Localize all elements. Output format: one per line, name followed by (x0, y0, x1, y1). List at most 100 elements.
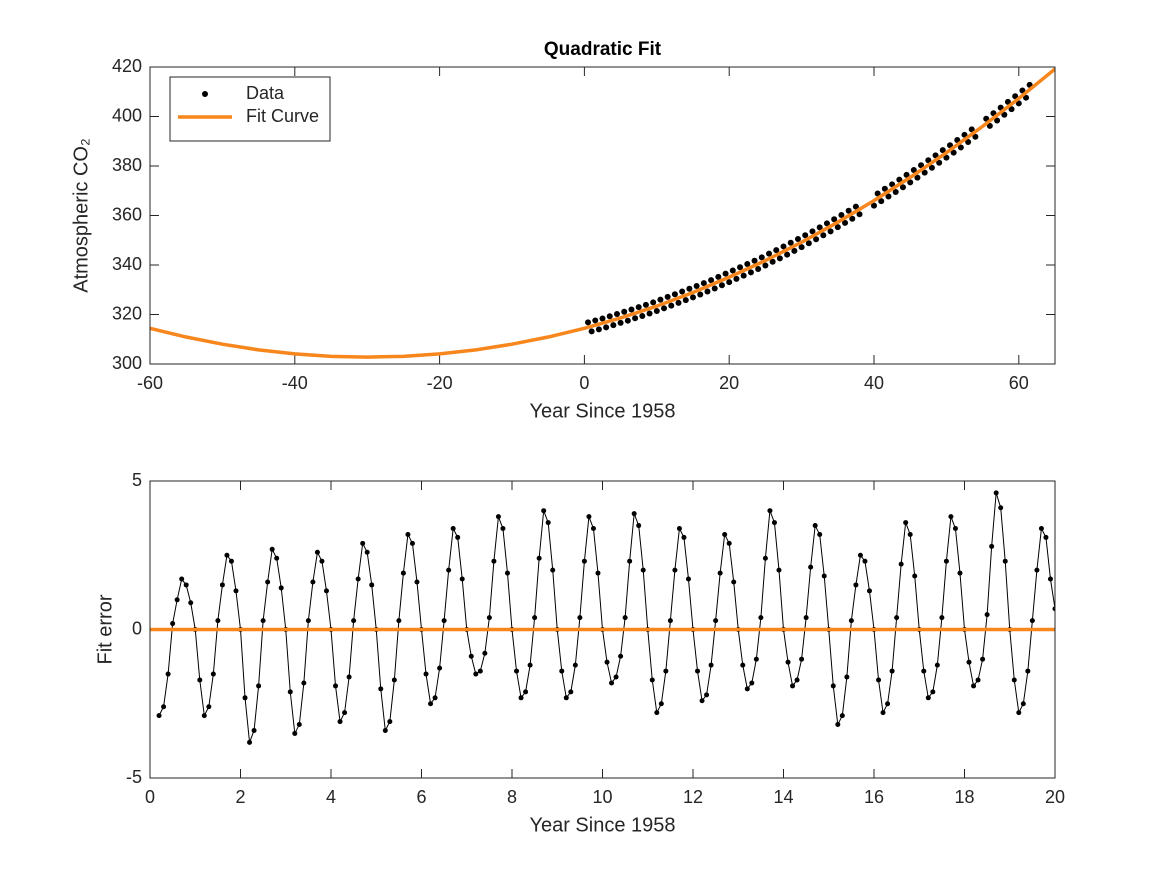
data-point (827, 228, 834, 235)
y-tick-label: 320 (112, 303, 142, 323)
data-point (885, 193, 892, 200)
data-point (260, 618, 266, 624)
data-point (903, 520, 909, 526)
data-point (934, 662, 940, 668)
data-point (650, 299, 657, 306)
data-point (455, 534, 461, 540)
data-point (432, 695, 438, 701)
data-point (491, 558, 497, 564)
data-point (679, 288, 686, 295)
y-tick-label: 360 (112, 204, 142, 224)
data-point (776, 255, 783, 262)
data-point (907, 179, 914, 186)
data-point (681, 534, 687, 540)
data-point (957, 144, 964, 151)
data-point (622, 615, 628, 621)
data-point (219, 582, 225, 588)
series-line (150, 67, 1055, 359)
data-point (767, 508, 773, 514)
data-point (803, 615, 809, 621)
data-point (668, 302, 675, 309)
axes-box (149, 480, 1056, 779)
data-point (749, 680, 755, 686)
data-point (1020, 701, 1026, 707)
data-point (387, 719, 393, 725)
data-point (671, 291, 678, 298)
data-point (848, 618, 854, 624)
data-point (830, 683, 836, 689)
data-point (921, 668, 927, 674)
data-point (631, 511, 637, 517)
legend-label: Data (246, 83, 285, 103)
data-point (823, 220, 830, 227)
data-point (265, 579, 271, 585)
x-axis-label: Year Since 1958 (529, 400, 675, 422)
data-point (787, 239, 794, 246)
data-point (337, 719, 343, 725)
data-point (658, 701, 664, 707)
data-point (188, 600, 194, 606)
data-point (838, 212, 845, 219)
data-point (930, 689, 936, 695)
data-point (862, 558, 868, 564)
data-point (682, 297, 689, 304)
data-point (301, 680, 307, 686)
data-point (310, 579, 316, 585)
data-point (845, 207, 852, 214)
data-point (766, 250, 773, 257)
data-point (577, 615, 583, 621)
data-point (704, 692, 710, 698)
data-point (812, 523, 818, 529)
data-point (550, 567, 556, 573)
data-point (816, 224, 823, 231)
data-point (954, 137, 961, 144)
data-point (733, 275, 740, 282)
data-point (274, 555, 280, 561)
y-tick-label: 420 (112, 56, 142, 76)
data-point (1012, 93, 1019, 100)
data-point (943, 154, 950, 161)
data-point (947, 142, 954, 149)
data-point (802, 232, 809, 239)
data-point (532, 615, 538, 621)
data-point (762, 262, 769, 269)
data-point (686, 285, 693, 292)
data-point (910, 166, 917, 173)
data-point (251, 727, 257, 733)
data-point (486, 615, 492, 621)
data-point (664, 293, 671, 300)
data-point (722, 270, 729, 277)
data-point (699, 698, 705, 704)
data-point (247, 739, 253, 745)
data-point (1015, 100, 1022, 107)
data-point (613, 674, 619, 680)
data-point (450, 526, 456, 532)
data-point (473, 671, 479, 677)
data-point (627, 558, 633, 564)
data-point (382, 727, 388, 733)
data-point (446, 567, 452, 573)
data-point (993, 490, 999, 496)
x-tick-label: 12 (683, 787, 703, 807)
data-point (545, 520, 551, 526)
data-point (618, 653, 624, 659)
data-point (405, 531, 411, 537)
data-point (1047, 576, 1053, 582)
data-point (971, 683, 977, 689)
data-point (640, 567, 646, 573)
data-point (642, 301, 649, 308)
data-point (849, 215, 856, 222)
x-axis-label: Year Since 1958 (529, 814, 675, 836)
data-point (409, 540, 415, 546)
x-tick-label: 40 (864, 373, 884, 393)
data-point (808, 564, 814, 570)
data-point (820, 232, 827, 239)
chart-title: Quadratic Fit (544, 39, 662, 60)
x-tick-label: 20 (1045, 787, 1065, 807)
data-point (628, 306, 635, 313)
data-point (639, 312, 646, 319)
data-point (994, 117, 1001, 124)
data-point (943, 558, 949, 564)
data-point (711, 285, 718, 292)
